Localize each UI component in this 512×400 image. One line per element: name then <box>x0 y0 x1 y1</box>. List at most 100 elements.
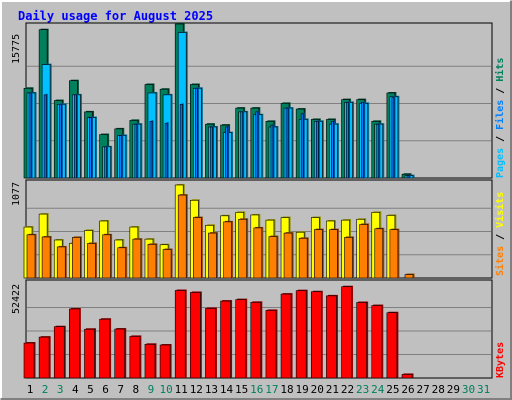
legend-separator: / <box>495 228 506 246</box>
bar-sites-day-18 <box>283 232 293 279</box>
bar-files-day-2-shadow <box>45 93 48 178</box>
bar-kbytes-day-18 <box>280 293 292 379</box>
bar-files-day-6-shadow <box>106 145 109 178</box>
bar-files-day-24 <box>376 123 380 179</box>
legend-pages-files-hits: Pages / Files / Hits <box>494 58 506 178</box>
bar-sites-day-15 <box>238 218 247 279</box>
x-tick-day-1: 1 <box>27 383 34 396</box>
bar-files-day-23 <box>361 102 364 179</box>
bar-files-day-10-shadow <box>166 122 169 178</box>
bar-sites-day-17 <box>268 236 278 279</box>
bar-files-day-23-shadow <box>363 101 366 178</box>
bar-sites-day-10 <box>162 249 172 279</box>
bar-sites-day-5 <box>87 243 96 279</box>
panel-kbytes <box>23 279 493 379</box>
bar-kbytes-day-14 <box>220 300 231 379</box>
bar-files-day-16-shadow <box>257 110 260 178</box>
x-tick-day-31: 31 <box>477 383 490 396</box>
x-tick-day-18: 18 <box>280 383 293 396</box>
bar-files-day-7 <box>119 135 123 179</box>
x-tick-day-24: 24 <box>371 383 385 396</box>
bar-files-day-13-shadow <box>211 125 214 178</box>
bar-kbytes-day-11 <box>174 290 186 379</box>
legend-kbytes: KBytes <box>495 342 506 378</box>
x-tick-day-22: 22 <box>341 383 354 396</box>
x-tick-day-6: 6 <box>102 383 109 396</box>
x-tick-day-14: 14 <box>220 383 234 396</box>
bar-files-day-24-shadow <box>378 123 381 178</box>
x-tick-day-15: 15 <box>235 383 248 396</box>
bar-kbytes-day-22 <box>341 286 352 379</box>
bar-files-day-7-shadow <box>121 134 124 178</box>
bar-sites-day-16 <box>253 227 263 279</box>
bar-kbytes-day-3 <box>53 326 65 379</box>
x-tick-day-30: 30 <box>462 383 475 396</box>
x-tick-day-2: 2 <box>42 383 49 396</box>
legend-files: Files <box>494 100 506 130</box>
bar-files-day-20-shadow <box>317 120 320 178</box>
x-tick-day-25: 25 <box>386 383 399 396</box>
bar-files-day-10 <box>164 122 168 179</box>
bar-files-day-6 <box>104 146 107 179</box>
bar-kbytes-day-24 <box>371 305 383 379</box>
legend-separator: / <box>495 130 506 148</box>
bar-files-day-5-shadow <box>90 116 93 178</box>
bar-kbytes-day-19 <box>295 290 307 379</box>
x-tick-day-21: 21 <box>326 383 339 396</box>
bar-sites-day-1 <box>26 234 36 279</box>
legend-hits: Hits <box>494 58 506 82</box>
bar-files-day-9 <box>149 121 153 179</box>
bar-sites-day-6 <box>102 234 111 279</box>
bar-sites-day-22 <box>344 237 353 279</box>
bar-sites-day-24 <box>374 228 384 279</box>
bar-sites-day-7 <box>117 247 127 279</box>
bar-files-day-18 <box>285 107 289 179</box>
bar-kbytes-day-6 <box>99 318 110 379</box>
bar-sites-day-12 <box>193 217 202 279</box>
x-axis-day-labels: 1 2 3 4 5 6 7 8 9 10 11 12 13 14 15 16 17 18 19 20 21 22 23 24 2… <box>27 383 491 396</box>
bar-sites-day-19 <box>298 237 308 279</box>
bar-kbytes-day-7 <box>114 328 126 379</box>
bar-sites-day-20 <box>313 229 323 279</box>
x-tick-day-16: 16 <box>250 383 263 396</box>
bar-kbytes-day-16 <box>250 302 262 379</box>
bar-sites-day-4 <box>72 237 81 279</box>
x-tick-day-10: 10 <box>159 383 172 396</box>
bar-files-day-3-shadow <box>60 103 63 178</box>
y-tick-top: 15775 <box>11 34 22 64</box>
bar-files-day-9-shadow <box>151 120 154 178</box>
bar-files-day-22-shadow <box>348 101 351 178</box>
x-tick-day-3: 3 <box>57 383 64 396</box>
bar-sites-day-11 <box>177 194 187 279</box>
bar-files-day-19-shadow <box>302 112 305 178</box>
bar-files-day-14 <box>225 126 228 179</box>
bar-files-day-15 <box>240 111 243 179</box>
bar-sites-day-14 <box>223 221 232 279</box>
x-tick-day-23: 23 <box>356 383 369 396</box>
bar-sites-day-26 <box>404 274 414 279</box>
bar-files-day-5 <box>89 117 92 179</box>
bar-sites-day-9 <box>147 244 157 279</box>
x-tick-day-27: 27 <box>416 383 429 396</box>
bar-kbytes-day-23 <box>356 302 367 379</box>
x-tick-day-17: 17 <box>265 383 278 396</box>
bar-files-day-20 <box>315 121 319 179</box>
bar-files-day-19 <box>300 113 304 179</box>
x-tick-day-29: 29 <box>447 383 460 396</box>
bar-kbytes-day-25 <box>386 312 398 379</box>
bar-sites-day-8 <box>132 238 142 279</box>
bar-files-day-21 <box>331 121 334 179</box>
bar-files-day-11 <box>179 104 183 179</box>
bar-sites-day-13 <box>208 232 217 279</box>
x-tick-day-5: 5 <box>87 383 94 396</box>
bar-kbytes-day-4 <box>69 308 80 379</box>
x-tick-day-11: 11 <box>175 383 188 396</box>
bar-sites-day-23 <box>359 224 368 279</box>
bar-kbytes-day-26 <box>401 374 413 379</box>
bar-files-day-1-shadow <box>30 91 33 178</box>
y-tick-bottom: 52422 <box>11 284 22 314</box>
bar-kbytes-day-17 <box>265 310 277 379</box>
bar-files-day-3 <box>58 104 62 179</box>
y-tick-mid: 1077 <box>11 182 22 206</box>
